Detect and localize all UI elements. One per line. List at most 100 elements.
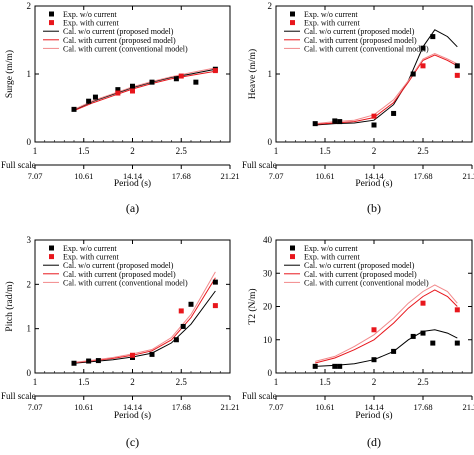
data-point [212, 68, 218, 74]
y-tick-label: 2 [268, 1, 273, 11]
data-point [391, 110, 397, 116]
legend-entry: Exp. w/o current [63, 10, 117, 19]
data-point [410, 333, 416, 339]
data-point [420, 63, 426, 69]
legend-entry: Cal. with current (conventional model) [304, 44, 429, 53]
series-line [315, 284, 458, 362]
fullscale-tick-label: 21.21 [462, 402, 474, 412]
data-point [178, 73, 184, 79]
legend-entry: Cal. with current (proposed model) [304, 36, 417, 45]
data-point [454, 307, 460, 313]
y-tick-label: 2 [27, 1, 32, 11]
legend-entry: Cal. with current (proposed model) [63, 270, 176, 279]
legend-marker [290, 20, 295, 26]
data-point [130, 352, 135, 358]
fullscale-tick-label: 14.14 [364, 402, 384, 412]
y-tick-label: 0 [27, 368, 32, 378]
legend-entry: Cal. with current (conventional model) [304, 278, 429, 287]
series-line [73, 67, 216, 110]
x-tick-label: 1.5 [319, 146, 331, 156]
data-point [312, 363, 318, 369]
data-point [454, 340, 460, 346]
series-line [315, 289, 458, 364]
x-tick-label: 1 [33, 377, 38, 387]
y-tick-label: 3 [27, 235, 32, 245]
legend-marker [290, 254, 295, 260]
data-point [173, 337, 179, 343]
legend-entry: Cal. with current (conventional model) [63, 278, 188, 287]
fullscale-tick-label: 10.61 [74, 402, 93, 412]
data-point [332, 118, 338, 124]
x-tick-label: 1 [274, 377, 279, 387]
legend-entry: Cal. w/o current (proposed model) [63, 261, 174, 270]
x-tick-label: 2 [130, 377, 135, 387]
data-point [332, 363, 338, 369]
fullscale-tick-label: 17.68 [172, 402, 191, 412]
fullscale-tick-label: 10.61 [74, 171, 93, 181]
x-axis-label: Period (s) [114, 410, 151, 421]
fullscale-tick-label: 7.07 [28, 402, 43, 412]
y-tick-label: 20 [263, 302, 273, 312]
fullscale-tick-label: 14.14 [123, 402, 143, 412]
fullscale-tick-label: 10.61 [315, 402, 334, 412]
x-axis-label: Period (s) [355, 178, 392, 189]
data-point [86, 98, 92, 104]
panel-label: (d) [367, 435, 381, 449]
data-point [115, 87, 121, 93]
legend-entry: Cal. w/o current (proposed model) [304, 261, 415, 270]
fullscale-label: Full scale [1, 391, 36, 401]
data-point [371, 122, 377, 128]
legend-entry: Cal. with current (proposed model) [304, 270, 417, 279]
data-point [180, 323, 186, 329]
y-axis-label: Pitch (rad/m) [4, 281, 15, 331]
panel-label: (a) [126, 201, 139, 215]
x-tick-label: 1 [33, 146, 38, 156]
x-tick-label: 2.5 [176, 146, 188, 156]
fullscale-tick-label: 21.21 [220, 171, 239, 181]
data-point [420, 45, 426, 51]
y-tick-label: 30 [263, 268, 273, 278]
fullscale-tick-label: 7.07 [269, 171, 284, 181]
data-point [188, 301, 194, 307]
legend-marker [49, 20, 54, 26]
data-point [95, 358, 101, 364]
data-point [71, 106, 77, 112]
data-point [371, 327, 377, 333]
fullscale-label: Full scale [242, 160, 277, 170]
data-point [337, 119, 343, 125]
data-point [312, 121, 318, 127]
y-axis-label: T2 (N/m) [247, 288, 258, 324]
data-point [337, 363, 343, 369]
series-line [73, 70, 216, 112]
fullscale-tick-label: 10.61 [315, 171, 334, 181]
legend-entry: Exp. with current [304, 19, 361, 28]
data-point [212, 303, 218, 309]
y-tick-label: 1 [27, 69, 32, 79]
fullscale-tick-label: 17.68 [413, 171, 432, 181]
legend-entry: Cal. with current (conventional model) [63, 44, 188, 53]
data-point [115, 90, 121, 96]
legend-marker [290, 11, 295, 17]
panel-label: (c) [126, 435, 139, 449]
data-point [371, 357, 377, 363]
x-tick-label: 1.5 [78, 146, 90, 156]
data-point [454, 63, 460, 69]
legend-entry: Cal. w/o current (proposed model) [304, 27, 415, 36]
legend-entry: Exp. w/o current [304, 10, 358, 19]
legend-marker [49, 254, 54, 260]
fullscale-tick-label: 7.07 [28, 171, 43, 181]
data-point [173, 76, 179, 82]
series-line [315, 329, 458, 367]
y-axis-label: Heave (m/m) [247, 49, 258, 99]
data-point [410, 71, 416, 77]
x-tick-label: 2 [372, 377, 377, 387]
fullscale-tick-label: 17.68 [172, 171, 191, 181]
legend-marker [290, 245, 295, 251]
series-line [315, 53, 458, 125]
x-tick-label: 2.5 [417, 377, 429, 387]
y-tick-label: 1 [268, 69, 273, 79]
data-point [92, 94, 98, 100]
